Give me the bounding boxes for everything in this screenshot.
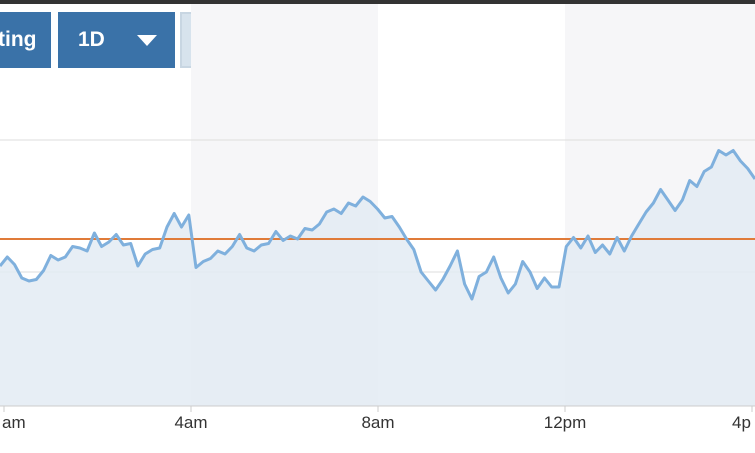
period-dropdown-label: 1D	[78, 28, 105, 51]
x-tick-label: am	[2, 413, 26, 432]
price-area-fill	[0, 150, 755, 406]
x-tick-label: 8am	[361, 413, 394, 432]
top-divider	[0, 0, 755, 4]
price-line	[0, 149, 755, 301]
x-tick-label: 12pm	[544, 413, 587, 432]
setting-button-label: ting	[0, 28, 37, 51]
setting-button[interactable]: ting	[0, 12, 51, 68]
caret-down-icon	[137, 35, 157, 46]
x-tick-label: 4p	[732, 413, 751, 432]
period-dropdown[interactable]: 1D	[58, 12, 175, 68]
x-tick-label: 4am	[174, 413, 207, 432]
